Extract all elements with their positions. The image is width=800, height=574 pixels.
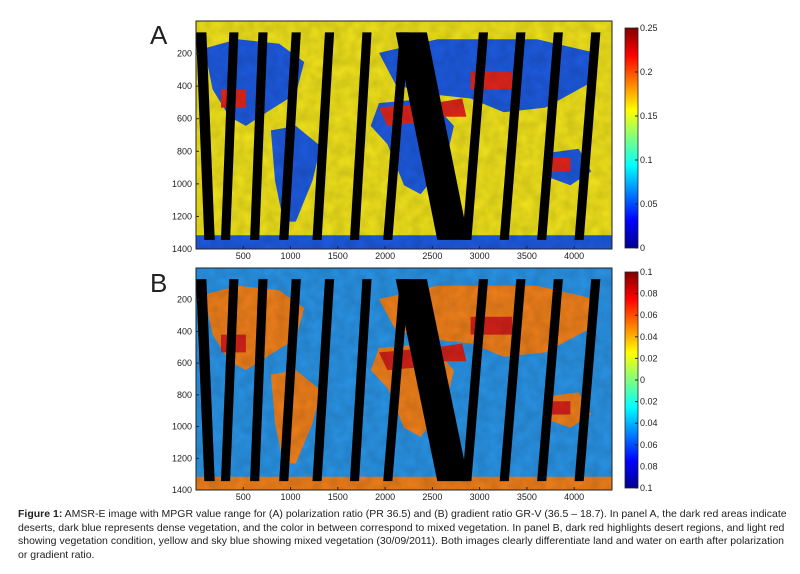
y-tick-label: 1000 xyxy=(172,422,192,432)
caption-label: Figure 1: xyxy=(18,508,63,520)
y-tick-label: 1200 xyxy=(172,211,192,221)
y-tick-label: 400 xyxy=(177,81,192,91)
y-tick-label: 800 xyxy=(177,146,192,156)
swath-gap xyxy=(220,279,239,482)
colorbar-tick-label: 0.2 xyxy=(640,67,653,77)
x-tick-label: 500 xyxy=(236,492,251,500)
swath-gap xyxy=(279,32,301,240)
colorbar-tick-label: 0.02 xyxy=(640,397,658,407)
colorbar-tick-label: 0.25 xyxy=(640,23,658,33)
y-tick-label: 1400 xyxy=(172,485,192,495)
x-tick-label: 2500 xyxy=(422,251,442,261)
colorbar-tick-label: 0 xyxy=(640,375,645,385)
panel-label: A xyxy=(150,20,168,50)
x-tick-label: 1500 xyxy=(328,251,348,261)
swath-gap xyxy=(220,32,239,240)
y-tick-label: 800 xyxy=(177,390,192,400)
panel-b: B 500 1000 1500 2000 2500 3000 3500 4000 200 400 60… xyxy=(150,267,658,500)
colorbar-tick-label: 0.1 xyxy=(640,267,653,277)
colorbar-gradient xyxy=(624,27,639,249)
swath-gap xyxy=(196,32,215,240)
colorbar-tick-label: 0.1 xyxy=(640,155,653,165)
swath-gap xyxy=(499,32,526,240)
swath-gap xyxy=(537,279,563,482)
colorbar-tick-label: 0 xyxy=(640,243,645,253)
y-tick-label: 600 xyxy=(177,114,192,124)
x-tick-label: 4000 xyxy=(564,492,584,500)
caption-text: AMSR-E image with MPGR value range for (… xyxy=(18,508,787,561)
swath-gap xyxy=(395,32,469,240)
swath-gap xyxy=(349,32,372,240)
y-tick-label: 1400 xyxy=(172,244,192,254)
swath-gap xyxy=(279,279,301,482)
figure-caption: Figure 1: AMSR-E image with MPGR value r… xyxy=(18,508,788,562)
colorbar-tick-label: 0.05 xyxy=(640,199,658,209)
x-tick-label: 1000 xyxy=(281,251,301,261)
y-tick-label: 600 xyxy=(177,358,192,368)
swath-gap xyxy=(395,279,469,482)
x-tick-label: 2000 xyxy=(375,492,395,500)
swath-gap xyxy=(312,32,335,240)
x-tick-label: 2500 xyxy=(422,492,442,500)
x-tick-label: 4000 xyxy=(564,251,584,261)
colorbar-tick-label: 0.04 xyxy=(640,418,658,428)
swath-gap xyxy=(312,279,335,482)
swath-gap xyxy=(574,32,601,240)
map-image xyxy=(196,268,612,490)
x-tick-label: 3000 xyxy=(470,492,490,500)
x-tick-label: 500 xyxy=(236,251,251,261)
x-tick-label: 3500 xyxy=(517,251,537,261)
swath-gap xyxy=(462,32,489,240)
colorbar-tick-label: 0.06 xyxy=(640,310,658,320)
colorbar: 0.25 0.2 0.15 0.1 0.05 0 xyxy=(624,23,658,253)
colorbar-tick-label: 0.08 xyxy=(640,289,658,299)
panel-a: A 500 1000 1500 2000 2500 3000 3500 4000 200 400 60… xyxy=(150,20,658,261)
swath-gap xyxy=(250,32,268,240)
swath-gap xyxy=(574,279,601,482)
map-image xyxy=(196,21,612,249)
colorbar-tick-label: 0.02 xyxy=(640,353,658,363)
plot-frame xyxy=(195,20,613,250)
swath-gap xyxy=(196,279,215,482)
panel-label: B xyxy=(150,268,167,298)
x-tick-label: 1500 xyxy=(328,492,348,500)
y-tick-label: 1200 xyxy=(172,453,192,463)
swath-gap xyxy=(462,279,489,482)
x-tick-label: 1000 xyxy=(281,492,301,500)
colorbar-tick-label: 0.08 xyxy=(640,461,658,471)
colorbar-tick-label: 0.15 xyxy=(640,111,658,121)
swath-gap xyxy=(383,279,409,482)
y-tick-label: 400 xyxy=(177,326,192,336)
colorbar: 0.1 0.08 0.06 0.04 0.02 0 0.02 0.04 0.06 0.08 0.1 xyxy=(624,267,658,493)
x-tick-label: 2000 xyxy=(375,251,395,261)
x-tick-label: 3000 xyxy=(470,251,490,261)
swath-gap xyxy=(349,279,372,482)
y-tick-label: 200 xyxy=(177,295,192,305)
colorbar-tick-label: 0.1 xyxy=(640,483,653,493)
y-tick-label: 1000 xyxy=(172,179,192,189)
swath-gap xyxy=(499,279,526,482)
plot-frame xyxy=(195,267,613,491)
swath-gap xyxy=(250,279,268,482)
swath-gap xyxy=(537,32,563,240)
x-tick-label: 3500 xyxy=(517,492,537,500)
swath-gap xyxy=(383,32,409,240)
y-tick-label: 200 xyxy=(177,49,192,59)
colorbar-tick-label: 0.06 xyxy=(640,440,658,450)
colorbar-tick-label: 0.04 xyxy=(640,332,658,342)
